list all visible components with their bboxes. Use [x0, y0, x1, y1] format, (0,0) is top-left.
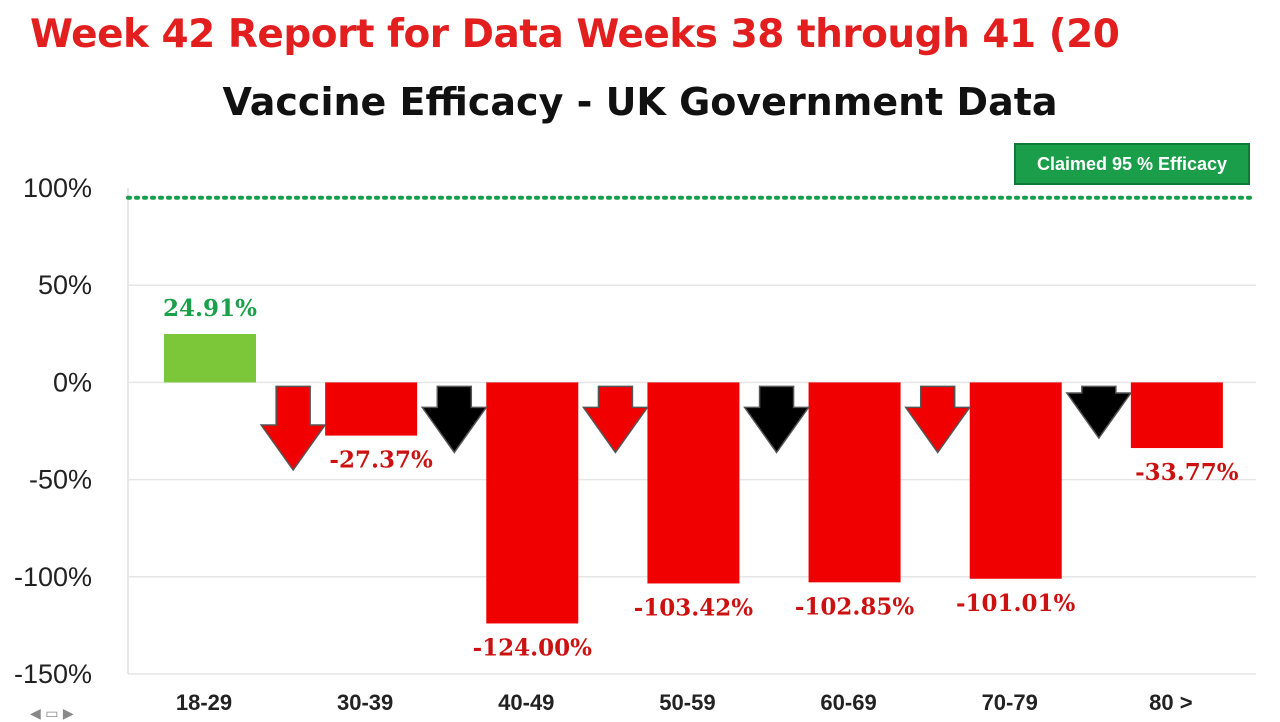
chart-subtitle: Vaccine Efficacy - UK Government Data: [0, 80, 1280, 124]
bar-70-79: [969, 382, 1062, 579]
bar-40-49: [486, 382, 579, 624]
red-down-arrow: [259, 385, 327, 472]
y-tick-label: 50%: [38, 270, 92, 300]
watermark-logo-area: [1160, 0, 1280, 150]
x-tick-label: 80 >: [1149, 690, 1192, 715]
x-tick-label: 50-59: [659, 690, 715, 715]
chart-subtitle-text: Vaccine Efficacy - UK Government Data: [222, 80, 1058, 124]
report-title: Week 42 Report for Data Weeks 38 through…: [30, 12, 1120, 57]
y-tick-label: 0%: [53, 367, 92, 397]
x-tick-label: 70-79: [982, 690, 1038, 715]
x-tick-label: 40-49: [498, 690, 554, 715]
data-label: 24.91%: [163, 295, 257, 322]
y-tick-label: -100%: [14, 562, 92, 592]
x-tick-label: 18-29: [176, 690, 232, 715]
bar-18-29: [164, 333, 256, 383]
x-tick-label: 60-69: [820, 690, 876, 715]
x-tick-label: 30-39: [337, 690, 393, 715]
red-down-arrow: [904, 385, 972, 454]
data-label: -124.00%: [473, 634, 593, 661]
bar-30-39: [325, 382, 418, 436]
claimed-efficacy-badge: Claimed 95 % Efficacy: [1014, 143, 1250, 185]
bar-60-69: [808, 382, 901, 583]
data-label: -102.85%: [795, 593, 915, 620]
data-label: -103.42%: [634, 594, 754, 621]
footer-control-icons: ◀ ▭ ▶: [30, 706, 74, 722]
y-tick-label: -150%: [14, 659, 92, 689]
red-down-arrow: [581, 385, 649, 454]
y-tick-label: 100%: [23, 173, 92, 203]
bar-50-59: [647, 382, 740, 584]
bar-80 >: [1130, 382, 1223, 449]
data-label: -101.01%: [956, 590, 1076, 617]
black-down-arrow: [1065, 385, 1133, 440]
black-down-arrow: [420, 385, 488, 454]
data-label: -33.77%: [1135, 459, 1239, 486]
data-label: -27.37%: [329, 447, 433, 474]
y-tick-label: -50%: [29, 465, 92, 495]
black-down-arrow: [743, 385, 811, 454]
